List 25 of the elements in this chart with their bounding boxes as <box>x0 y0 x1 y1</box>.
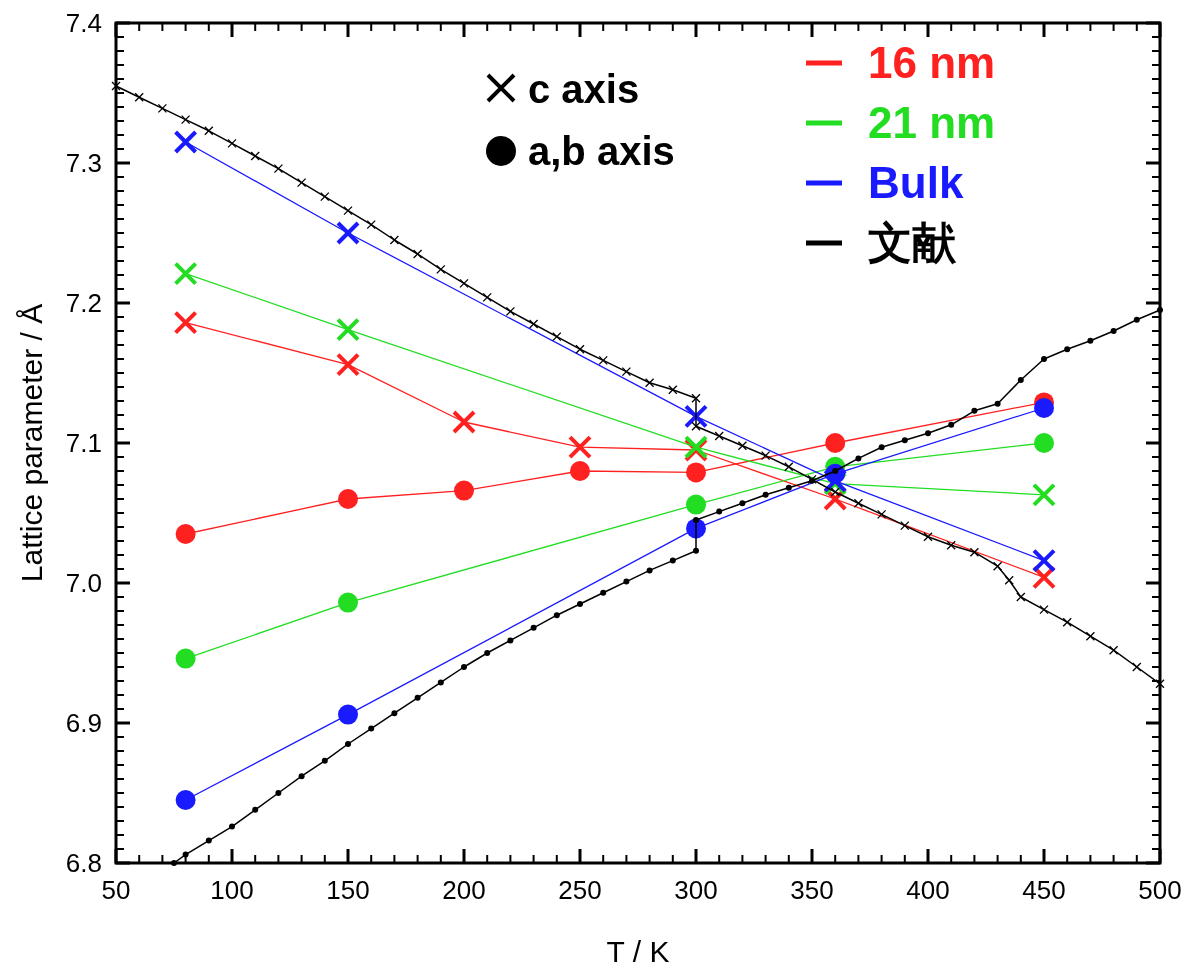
y-tick-label: 7.3 <box>65 148 102 178</box>
x-axis-title: T / K <box>606 935 670 968</box>
annotation: c axis <box>528 67 640 111</box>
x-tick-label: 400 <box>906 875 950 905</box>
y-tick-label: 7.4 <box>65 8 102 38</box>
x-tick-label: 250 <box>558 875 602 905</box>
x-tick-label: 100 <box>210 875 254 905</box>
x-tick-label: 350 <box>790 875 834 905</box>
y-tick-label: 6.8 <box>65 848 102 878</box>
legend-label: 16 nm <box>868 38 996 87</box>
legend-label: 21 nm <box>868 98 996 147</box>
x-tick-label: 200 <box>442 875 486 905</box>
x-tick-label: 450 <box>1022 875 1066 905</box>
legend-label: 文献 <box>868 218 957 267</box>
x-tick-label: 50 <box>101 875 131 905</box>
y-tick-label: 6.9 <box>65 708 102 738</box>
y-tick-label: 7.2 <box>65 288 102 318</box>
x-tick-label: 500 <box>1138 875 1182 905</box>
y-tick-label: 7.1 <box>65 428 102 458</box>
y-axis-title: Lattice parameter / Å <box>15 303 48 583</box>
x-tick-label: 300 <box>674 875 718 905</box>
annotation: a,b axis <box>528 129 675 173</box>
legend-label: Bulk <box>868 158 964 207</box>
x-tick-label: 150 <box>326 875 370 905</box>
y-tick-label: 7.0 <box>65 568 102 598</box>
